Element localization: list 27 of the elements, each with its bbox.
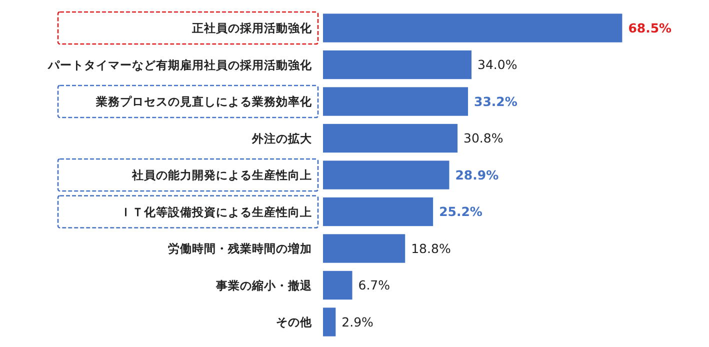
data-label: 28.9%: [455, 167, 500, 182]
bar: [323, 87, 468, 116]
bar: [323, 197, 434, 226]
bar: [323, 270, 352, 300]
bar: [323, 50, 472, 80]
data-label: 34.0%: [478, 57, 518, 72]
bar: [323, 14, 622, 42]
bar: [323, 160, 450, 190]
y-tick-label: ＩＴ化等設備投資による生産性向上: [120, 204, 312, 219]
y-tick-label: その他: [276, 315, 313, 330]
bar: [323, 308, 336, 336]
y-tick-label: 労働時間・残業時間の増加: [168, 242, 312, 256]
data-label: 33.2%: [474, 94, 518, 109]
data-label: 18.8%: [411, 240, 451, 256]
y-tick-label: 事業の縮小・撤退: [215, 278, 313, 292]
data-label: 25.2%: [439, 204, 483, 220]
y-tick-label: 業務プロセスの見直しによる業務効率化: [95, 94, 313, 109]
data-label: 68.5%: [628, 20, 672, 36]
data-label: 30.8%: [464, 130, 504, 146]
bar: [323, 124, 458, 153]
data-label: 6.7%: [358, 278, 390, 293]
bar: [323, 234, 406, 263]
y-tick-label: 社員の能力開発による生産性向上: [131, 168, 312, 182]
y-tick-label: 正社員の採用活動強化: [191, 21, 313, 36]
y-tick-label: パートタイマーなど有期雇用社員の採用活動強化: [47, 58, 313, 72]
data-label: 2.9%: [342, 314, 374, 330]
y-tick-label: 外注の拡大: [251, 131, 313, 146]
